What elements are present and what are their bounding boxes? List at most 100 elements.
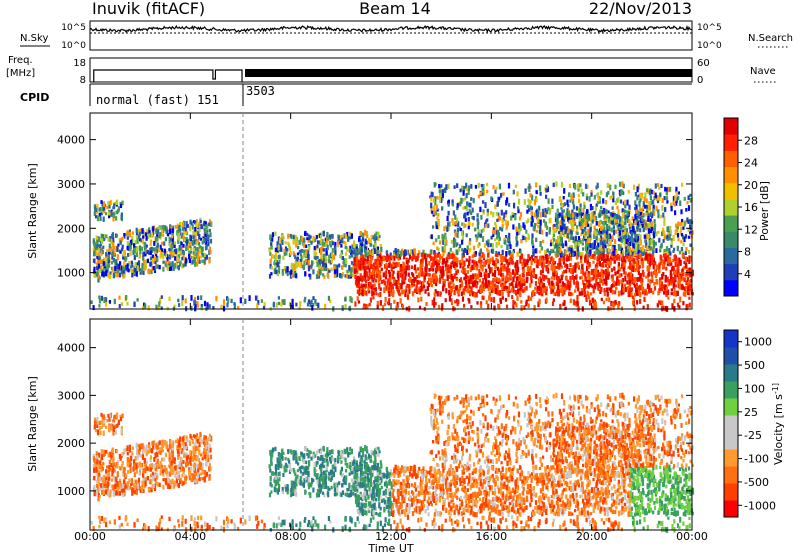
power-echo-cell bbox=[600, 190, 603, 195]
power-echo-cell bbox=[190, 221, 193, 226]
power-echo-cell bbox=[530, 274, 533, 281]
power-echo-cell bbox=[286, 266, 289, 273]
power-echo-cell bbox=[189, 219, 192, 225]
power-echo-cell bbox=[527, 218, 530, 223]
power-echo-cell bbox=[631, 250, 634, 254]
power-echo-cell bbox=[544, 212, 547, 216]
power-echo-cell bbox=[520, 283, 523, 288]
power-echo-cell bbox=[434, 199, 437, 206]
power-echo-cell bbox=[200, 255, 203, 259]
power-echo-cell bbox=[428, 268, 431, 272]
power-echo-cell bbox=[352, 273, 355, 278]
power-echo-cell bbox=[532, 249, 535, 255]
power-echo-cell bbox=[530, 278, 533, 284]
power-echo-cell bbox=[684, 256, 687, 263]
power-echo-cell bbox=[288, 243, 291, 248]
power-echo-cell bbox=[365, 279, 368, 284]
power-echo-cell bbox=[330, 267, 333, 272]
power-echo-cell bbox=[107, 259, 111, 264]
power-echo-cell bbox=[192, 220, 196, 224]
power-echo-cell bbox=[397, 291, 401, 295]
power-echo-cell bbox=[134, 246, 137, 250]
power-echo-cell bbox=[613, 245, 616, 251]
power-echo-cell bbox=[158, 235, 161, 239]
power-echo-cell bbox=[155, 228, 158, 234]
power-echo-cell bbox=[479, 271, 482, 276]
power-echo-cell bbox=[432, 267, 435, 272]
power-echo-cell bbox=[674, 229, 677, 234]
power-echo-cell bbox=[648, 284, 651, 291]
power-echo-cell bbox=[205, 244, 208, 250]
power-echo-cell bbox=[437, 221, 440, 227]
power-echo-cell bbox=[490, 267, 493, 273]
power-echo-cell bbox=[273, 261, 276, 265]
power-echo-cell bbox=[195, 240, 198, 246]
power-echo-cell bbox=[324, 255, 327, 260]
power-echo-cell bbox=[591, 242, 595, 247]
power-echo-cell bbox=[558, 226, 561, 233]
power-echo-cell bbox=[467, 185, 471, 192]
power-echo-cell bbox=[643, 249, 646, 255]
power-echo-cell bbox=[354, 279, 358, 285]
power-echo-cell bbox=[456, 232, 459, 238]
power-echo-cell bbox=[519, 255, 522, 259]
power-echo-cell bbox=[653, 196, 656, 201]
power-echo-cell bbox=[393, 255, 396, 261]
power-echo-cell bbox=[462, 254, 465, 258]
power-echo-cell bbox=[344, 233, 347, 239]
power-echo-cell bbox=[453, 273, 456, 279]
power-echo-cell bbox=[513, 202, 516, 209]
power-echo-cell bbox=[582, 247, 585, 251]
power-echo-cell bbox=[588, 278, 591, 282]
power-echo-cell bbox=[608, 225, 611, 232]
power-echo-cell bbox=[615, 282, 618, 286]
power-echo-cell bbox=[547, 207, 550, 211]
power-echo-cell bbox=[532, 226, 535, 231]
power-echo-cell bbox=[164, 225, 167, 231]
power-echo-cell bbox=[447, 210, 450, 216]
power-echo-cell bbox=[600, 268, 603, 275]
power-echo-cell bbox=[173, 264, 176, 269]
power-echo-cell bbox=[620, 263, 624, 269]
power-echo-cell bbox=[691, 230, 694, 235]
power-echo-cell bbox=[170, 225, 173, 231]
frequency-panel: Freq. [MHz] 18 8 60 0 Nave bbox=[6, 55, 776, 86]
power-echo-cell bbox=[499, 216, 502, 221]
power-echo-cell bbox=[305, 249, 308, 254]
power-echo-cell bbox=[116, 271, 119, 278]
power-echo-cell bbox=[633, 184, 636, 190]
power-echo-cell bbox=[371, 289, 374, 293]
power-echo-cell bbox=[168, 248, 171, 252]
power-echo-cell bbox=[540, 246, 543, 251]
power-echo-cell bbox=[110, 246, 113, 251]
power-echo-cell bbox=[604, 213, 607, 219]
power-echo-cell bbox=[539, 191, 542, 196]
power-echo-cell bbox=[514, 290, 517, 295]
power-echo-cell bbox=[652, 232, 656, 239]
power-echo-cell bbox=[100, 233, 103, 239]
power-echo-cell bbox=[379, 253, 382, 259]
power-echo-cell bbox=[108, 248, 111, 252]
power-echo-cell bbox=[606, 255, 609, 261]
power-echo-cell bbox=[359, 289, 363, 294]
power-echo-cell bbox=[136, 265, 139, 271]
power-echo-cell bbox=[541, 258, 544, 262]
power-echo-cell bbox=[492, 286, 495, 293]
power-echo-cell bbox=[198, 234, 201, 240]
power-echo-cell bbox=[605, 231, 608, 237]
power-echo-cell bbox=[415, 286, 418, 293]
power-echo-cell bbox=[414, 264, 417, 271]
power-echo-cell bbox=[397, 280, 400, 285]
power-echo-cell bbox=[503, 212, 506, 218]
power-echo-cell bbox=[151, 258, 155, 264]
power-echo-cell bbox=[634, 292, 637, 296]
power-echo-cell bbox=[661, 204, 664, 211]
power-echo-cell bbox=[553, 285, 556, 290]
power-echo-cell bbox=[673, 282, 676, 286]
power-echo-cell bbox=[136, 262, 139, 266]
power-echo-cell bbox=[198, 259, 201, 264]
power-echo-cell bbox=[624, 233, 627, 239]
power-echo-cell bbox=[525, 285, 528, 291]
power-echo-cell bbox=[456, 269, 459, 274]
power-echo-cell bbox=[191, 260, 194, 265]
